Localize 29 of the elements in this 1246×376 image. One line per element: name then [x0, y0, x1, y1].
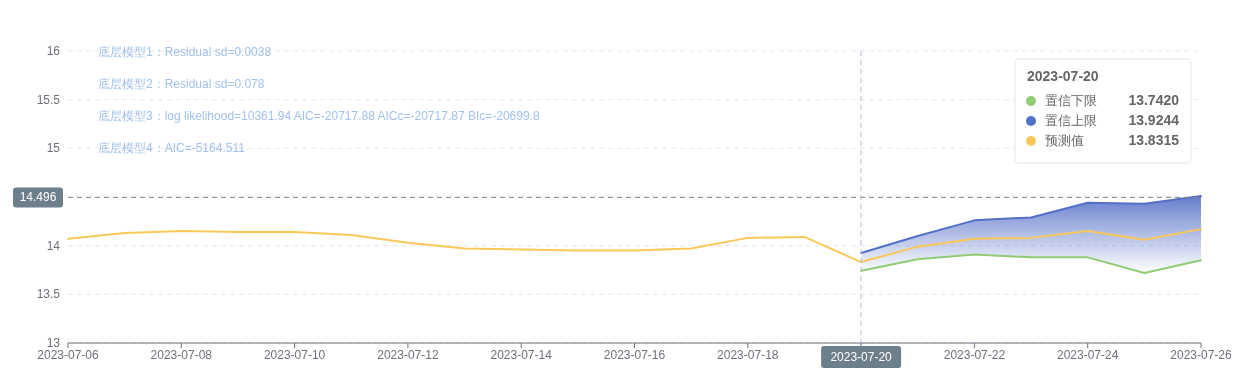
y-tick-label: 13.5	[36, 287, 61, 302]
annotation: 13.7420	[1128, 92, 1180, 108]
legend-title: 2023-07-20	[1027, 68, 1099, 84]
x-tick-label: 2023-07-16	[603, 348, 666, 362]
legend-label: 置信上限	[1045, 113, 1097, 128]
x-tick-label: 2023-07-18	[717, 348, 779, 362]
y-tick-label: 14	[46, 238, 61, 253]
annotation: 底层模型1：Residual sd=0.0038	[98, 45, 272, 59]
x-tick-label: 2023-07-14	[490, 348, 553, 362]
x-tick-label: 2023-07-12	[377, 348, 439, 362]
annotation: 底层模型2：Residual sd=0.078	[98, 77, 265, 91]
ref-line-label: 2023-07-20	[830, 350, 893, 364]
x-tick-label: 2023-07-22	[943, 348, 1006, 362]
x-tick-label: 2023-07-26	[1170, 348, 1233, 362]
x-tick-label: 2023-07-08	[150, 348, 213, 362]
annotation: 13.8315	[1128, 132, 1180, 148]
y-tick-label: 13	[46, 336, 61, 350]
x-tick-label: 2023-07-24	[1057, 348, 1119, 362]
y-tick-label: 15	[46, 141, 61, 156]
y-tick-label: 15.5	[36, 92, 61, 107]
legend-label: 置信下限	[1045, 93, 1097, 108]
x-tick-label: 2023-07-06	[37, 348, 100, 362]
annotation: 13.9244	[1128, 112, 1180, 128]
annotation: 底层模型3：log likelihood=10361.94 AIC=-20717.88 AICc=-20717.87 BIc=-20699.8	[98, 109, 540, 123]
ref-line-label: 14.496	[19, 190, 57, 205]
y-tick-label: 16	[46, 44, 61, 58]
x-tick-label: 2023-07-10	[263, 348, 326, 362]
annotation: 底层模型4：AIC=-5164.511	[98, 141, 245, 155]
legend-label: 预测值	[1045, 133, 1084, 148]
